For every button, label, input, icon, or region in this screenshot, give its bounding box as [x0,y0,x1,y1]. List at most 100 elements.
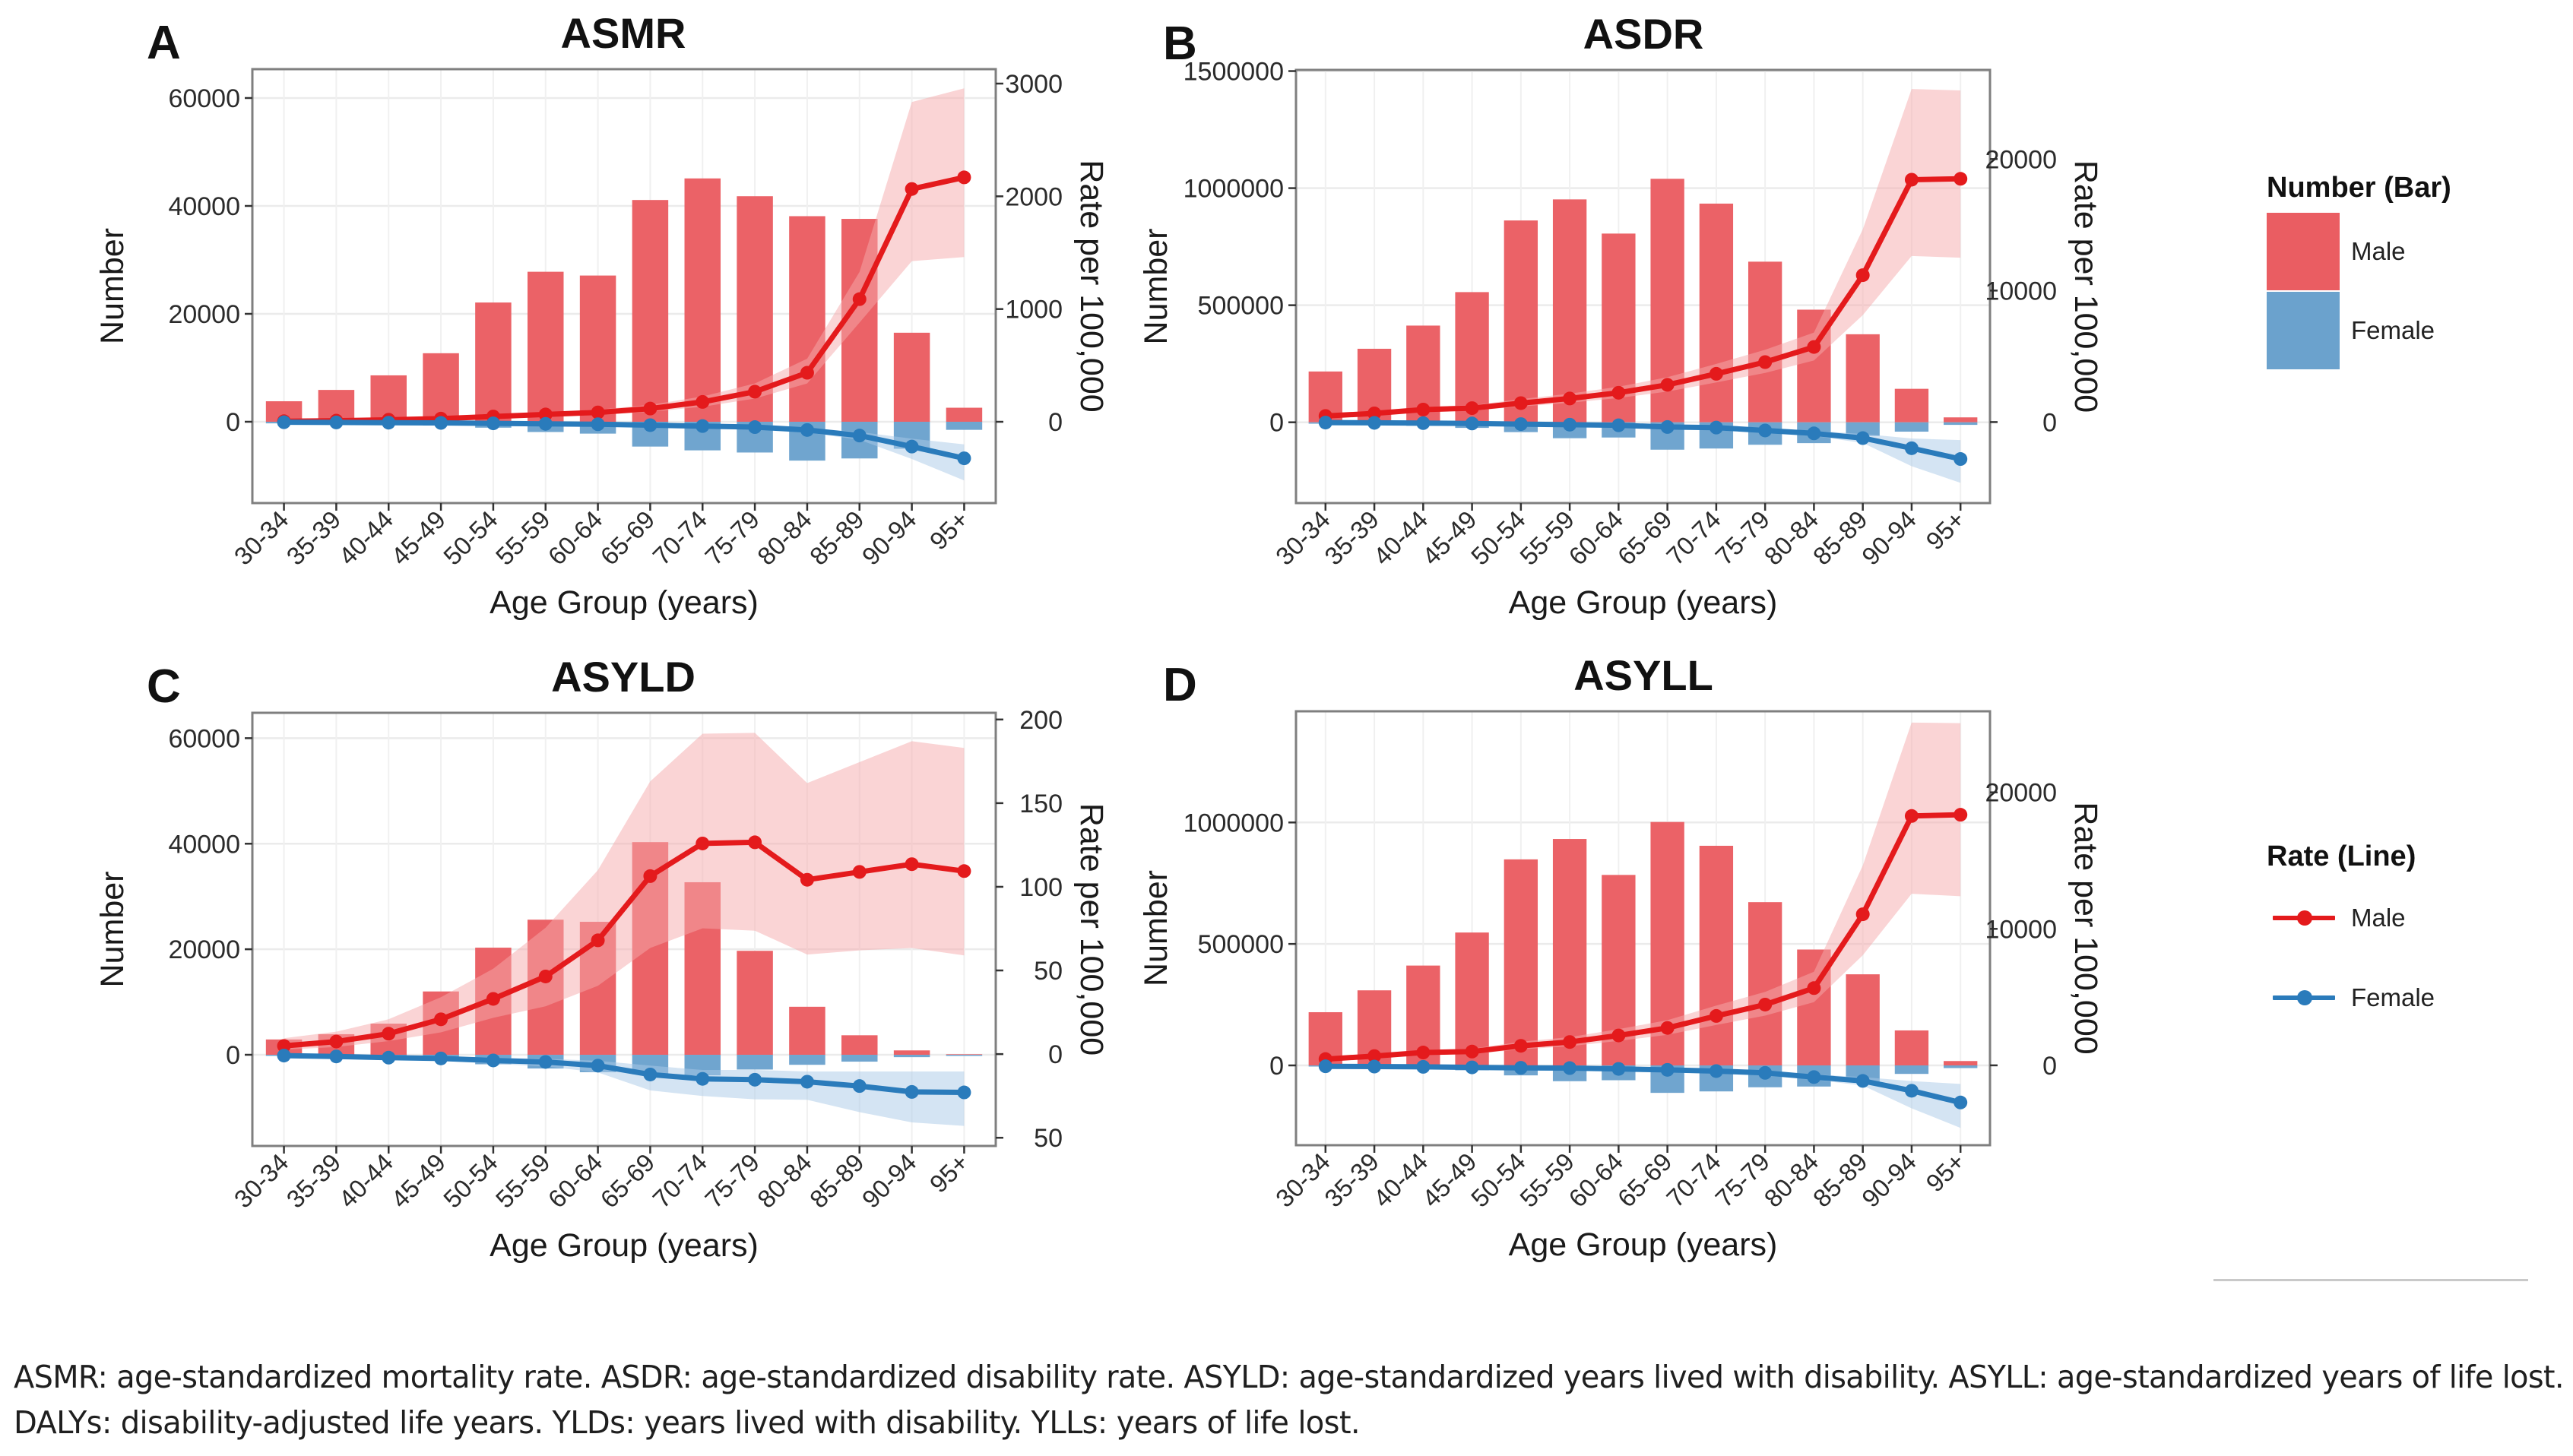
xtick-label: 30-34 [229,505,294,571]
point-female-35-39 [329,1049,344,1064]
y2-axis-title: Rate per 100,000 [1073,803,1110,1056]
bar-male-45-49 [1455,932,1489,1066]
legend-bar-female-label: Female [2351,316,2435,344]
xtick-label: 90-94 [1856,1147,1922,1213]
bar-male-80-84 [789,1006,825,1056]
point-male-55-59 [538,969,553,983]
panel-letter: D [1163,659,1197,711]
bar-male-50-54 [1504,220,1538,423]
line-male [1325,176,1961,419]
point-female-85-89 [1855,431,1870,445]
point-female-85-89 [852,1079,867,1094]
bar-male-95+ [1944,417,1978,423]
xtick-label: 60-64 [543,505,608,571]
xtick-label: 50-54 [438,505,503,571]
point-female-90-94 [905,1084,919,1099]
xtick-label: 85-89 [1808,505,1873,571]
y2-axis-title: Rate per 100,000 [1073,160,1110,412]
point-male-85-89 [852,292,867,306]
point-male-55-59 [538,407,553,422]
xtick-label: 70-74 [1661,505,1726,571]
ytick-label: 20000 [168,935,240,964]
point-female-35-39 [329,415,344,429]
point-male-60-64 [591,933,605,948]
point-female-90-94 [905,439,919,454]
point-female-55-59 [538,1055,553,1069]
point-male-90-94 [905,182,919,196]
point-female-95+ [957,451,971,466]
xtick-label: 55-59 [1514,505,1580,571]
bar-female-85-89 [841,1055,878,1062]
xtick-label: 60-64 [1563,505,1628,571]
bar-male-85-89 [1846,334,1880,423]
point-female-35-39 [1367,1059,1382,1074]
point-male-85-89 [852,865,867,879]
ytick-label: 1000000 [1184,809,1284,837]
xtick-label: 80-84 [752,505,817,571]
bar-male-75-79 [1748,261,1782,423]
xtick-label: 30-34 [1270,1147,1336,1213]
xtick-label: 50-54 [1466,505,1531,571]
panel-title: ASDR [1583,10,1704,58]
point-male-35-39 [329,1034,344,1049]
point-female-55-59 [1563,417,1577,432]
band-female [284,1055,965,1126]
point-male-95+ [957,864,971,878]
ytick-label: 60000 [168,84,240,113]
bar-male-65-69 [632,200,669,422]
panel-c: 0 20000 40000 60000 50 0 50 100 150 200 30-3435-39… [94,653,1110,1264]
y2tick-label: 20000 [1985,779,2057,808]
point-male-70-74 [696,394,710,409]
panel-title: ASMR [561,9,686,57]
xtick-label: 40-44 [333,1148,398,1214]
line-female [284,1052,965,1095]
point-male-90-94 [1904,809,1919,823]
y2tick-label: 3000 [1005,70,1063,99]
point-male-50-54 [1513,1039,1528,1053]
y2tick-label: 0 [1048,1040,1063,1069]
point-female-40-44 [1416,1059,1431,1074]
xtick-label: 40-44 [333,505,398,571]
bar-male-75-79 [737,951,773,1056]
point-male-95+ [957,170,971,185]
point-male-80-84 [1807,340,1821,354]
y2tick-label: 50 [1034,1124,1063,1153]
xtick-label: 80-84 [1759,1147,1824,1213]
x-axis-title: Age Group (years) [1509,584,1778,621]
point-female-95+ [1954,1095,1968,1109]
x-axis-title: Age Group (years) [490,584,759,621]
point-female-70-74 [696,419,710,433]
legend-dot-male-icon [2297,910,2312,926]
bar-male-95+ [1944,1061,1978,1066]
xtick-label: 65-69 [595,1148,661,1214]
ytick-label: 1500000 [1184,58,1284,87]
xtick-label: 80-84 [752,1148,817,1214]
point-female-45-49 [1465,416,1479,431]
point-female-80-84 [800,423,814,437]
line-male [1325,812,1961,1062]
point-female-40-44 [382,416,396,430]
y2tick-label: 0 [2042,408,2057,437]
ytick-label: 1000000 [1184,175,1284,204]
point-male-45-49 [434,1012,448,1027]
point-male-85-89 [1855,268,1870,283]
point-male-95+ [1954,808,1968,822]
xtick-label: 30-34 [1270,505,1336,571]
point-female-55-59 [538,416,553,431]
xtick-label: 45-49 [385,1148,451,1214]
xtick-label: 80-84 [1759,505,1824,571]
bar-male-80-84 [789,216,825,422]
y2tick-label: 1000 [1005,296,1063,324]
y2tick-label: 200 [1019,706,1063,735]
legend-lines: Rate (Line) Male Female [2267,840,2435,1011]
xtick-label: 50-54 [1466,1147,1531,1213]
point-female-70-74 [1709,1064,1723,1078]
point-male-70-74 [1709,1008,1723,1023]
ytick-label: 0 [226,1041,240,1070]
bar-male-90-94 [893,332,930,422]
legend-bar-male-label: Male [2351,237,2406,265]
line-female [284,419,965,461]
legend-line-female-label: Female [2351,983,2435,1011]
ytick-label: 0 [1269,1052,1284,1081]
xtick-label: 75-79 [699,1148,765,1214]
